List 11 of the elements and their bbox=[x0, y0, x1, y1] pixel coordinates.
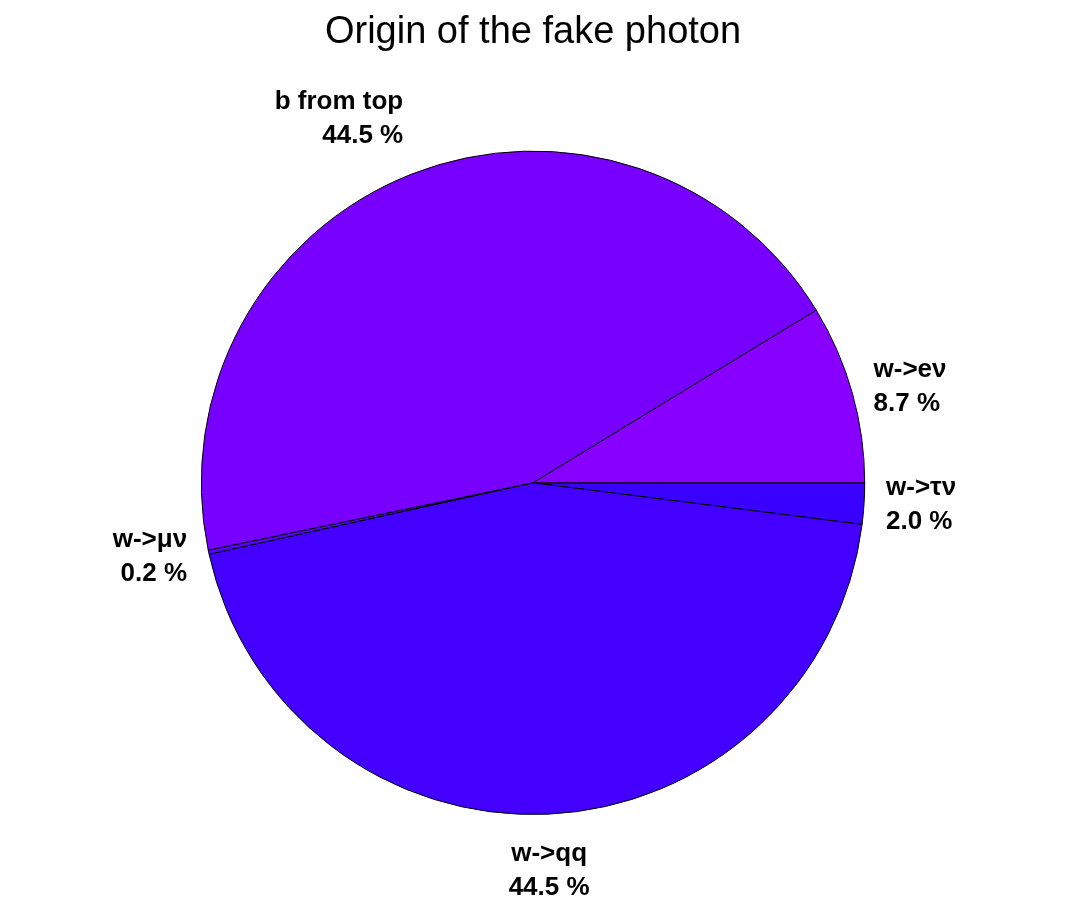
slice-label: w->μν bbox=[111, 522, 188, 553]
data-label: 44.5 % bbox=[508, 871, 590, 902]
slice-label: w->qq bbox=[510, 837, 588, 868]
data-label: 0.2 % bbox=[120, 556, 188, 587]
data-label: 2.0 % bbox=[886, 505, 953, 536]
data-label: 44.5 % bbox=[322, 118, 404, 149]
chart-title: Origin of the fake photon bbox=[324, 9, 742, 52]
slice-label: b from top bbox=[274, 84, 404, 115]
data-label: 8.7 % bbox=[873, 387, 941, 418]
slice-label: w->τν bbox=[885, 471, 957, 502]
slice-label: w->eν bbox=[872, 353, 947, 384]
